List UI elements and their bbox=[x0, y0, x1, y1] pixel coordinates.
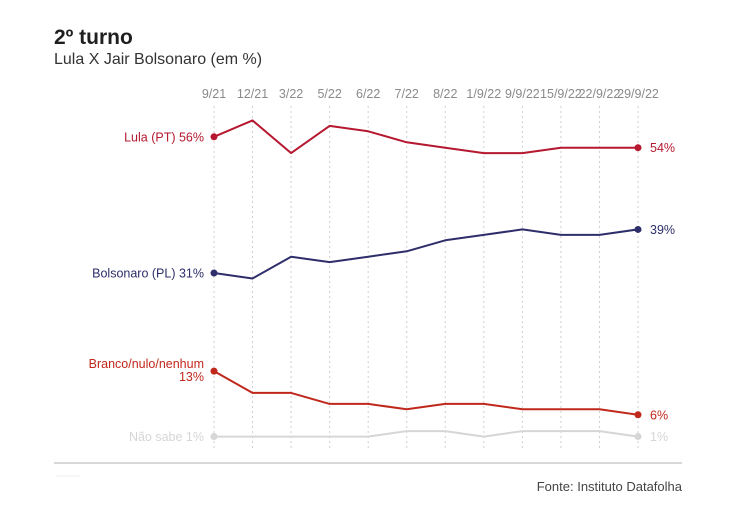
chart-subtitle: Lula X Jair Bolsonaro (em %) bbox=[54, 51, 263, 68]
x-tick-label: 1/9/22 bbox=[466, 87, 501, 101]
series-end-label: 6% bbox=[650, 408, 668, 422]
series-start-label: Branco/nulo/nenhum 13% bbox=[89, 357, 204, 384]
x-tick-label: 8/22 bbox=[433, 87, 457, 101]
series-end-point bbox=[634, 433, 642, 441]
x-tick-label: 5/22 bbox=[317, 87, 341, 101]
series-end-point bbox=[634, 225, 642, 233]
series-start-point bbox=[210, 133, 218, 141]
series-line bbox=[213, 370, 639, 416]
x-tick-label: 29/9/22 bbox=[617, 87, 659, 101]
series-line bbox=[213, 119, 638, 155]
series-line bbox=[213, 228, 639, 280]
grid-lines bbox=[213, 106, 639, 448]
series-start-label: Bolsonaro (PL) 31% bbox=[92, 267, 204, 281]
chart-title: 2º turno bbox=[54, 26, 133, 49]
x-tick-label: 9/21 bbox=[202, 87, 226, 101]
x-tick-label: 15/9/22 bbox=[540, 87, 582, 101]
series-start-label: Lula (PT) 56% bbox=[124, 130, 204, 144]
series-start-point bbox=[210, 433, 218, 441]
x-tick-label: 6/22 bbox=[356, 87, 380, 101]
x-tick-label: 7/22 bbox=[395, 87, 419, 101]
series: Branco/nulo/nenhum 13% 6% bbox=[89, 357, 668, 422]
series-end-point bbox=[634, 411, 642, 419]
series-start-point bbox=[210, 269, 218, 277]
series-end-label: 54% bbox=[650, 141, 675, 155]
series-end-label: 1% bbox=[650, 430, 668, 444]
series: Não sabe 1% 1% bbox=[129, 430, 668, 444]
x-tick-label: 12/21 bbox=[237, 87, 268, 101]
series-end-point bbox=[634, 144, 642, 152]
series: Bolsonaro (PL) 31% 39% bbox=[92, 223, 675, 281]
series-start-label: Não sabe 1% bbox=[129, 430, 204, 444]
x-tick-label: 3/22 bbox=[279, 87, 303, 101]
series: Lula (PT) 56% 54% bbox=[124, 119, 675, 155]
series-end-label: 39% bbox=[650, 223, 675, 237]
x-tick-label: 9/9/22 bbox=[505, 87, 540, 101]
series-line bbox=[214, 430, 639, 438]
x-tick-label: 22/9/22 bbox=[579, 87, 621, 101]
x-axis-labels: 9/21 12/21 3/22 5/22 6/22 7/22 8/22 1/9/22 9/9/2… bbox=[202, 87, 659, 101]
source-note: Fonte: Instituto Datafolha bbox=[536, 479, 682, 494]
series-start-point bbox=[210, 367, 218, 375]
series-group: Lula (PT) 56% 54% Bolsonaro (PL) 31% 39% Bra… bbox=[89, 119, 675, 444]
